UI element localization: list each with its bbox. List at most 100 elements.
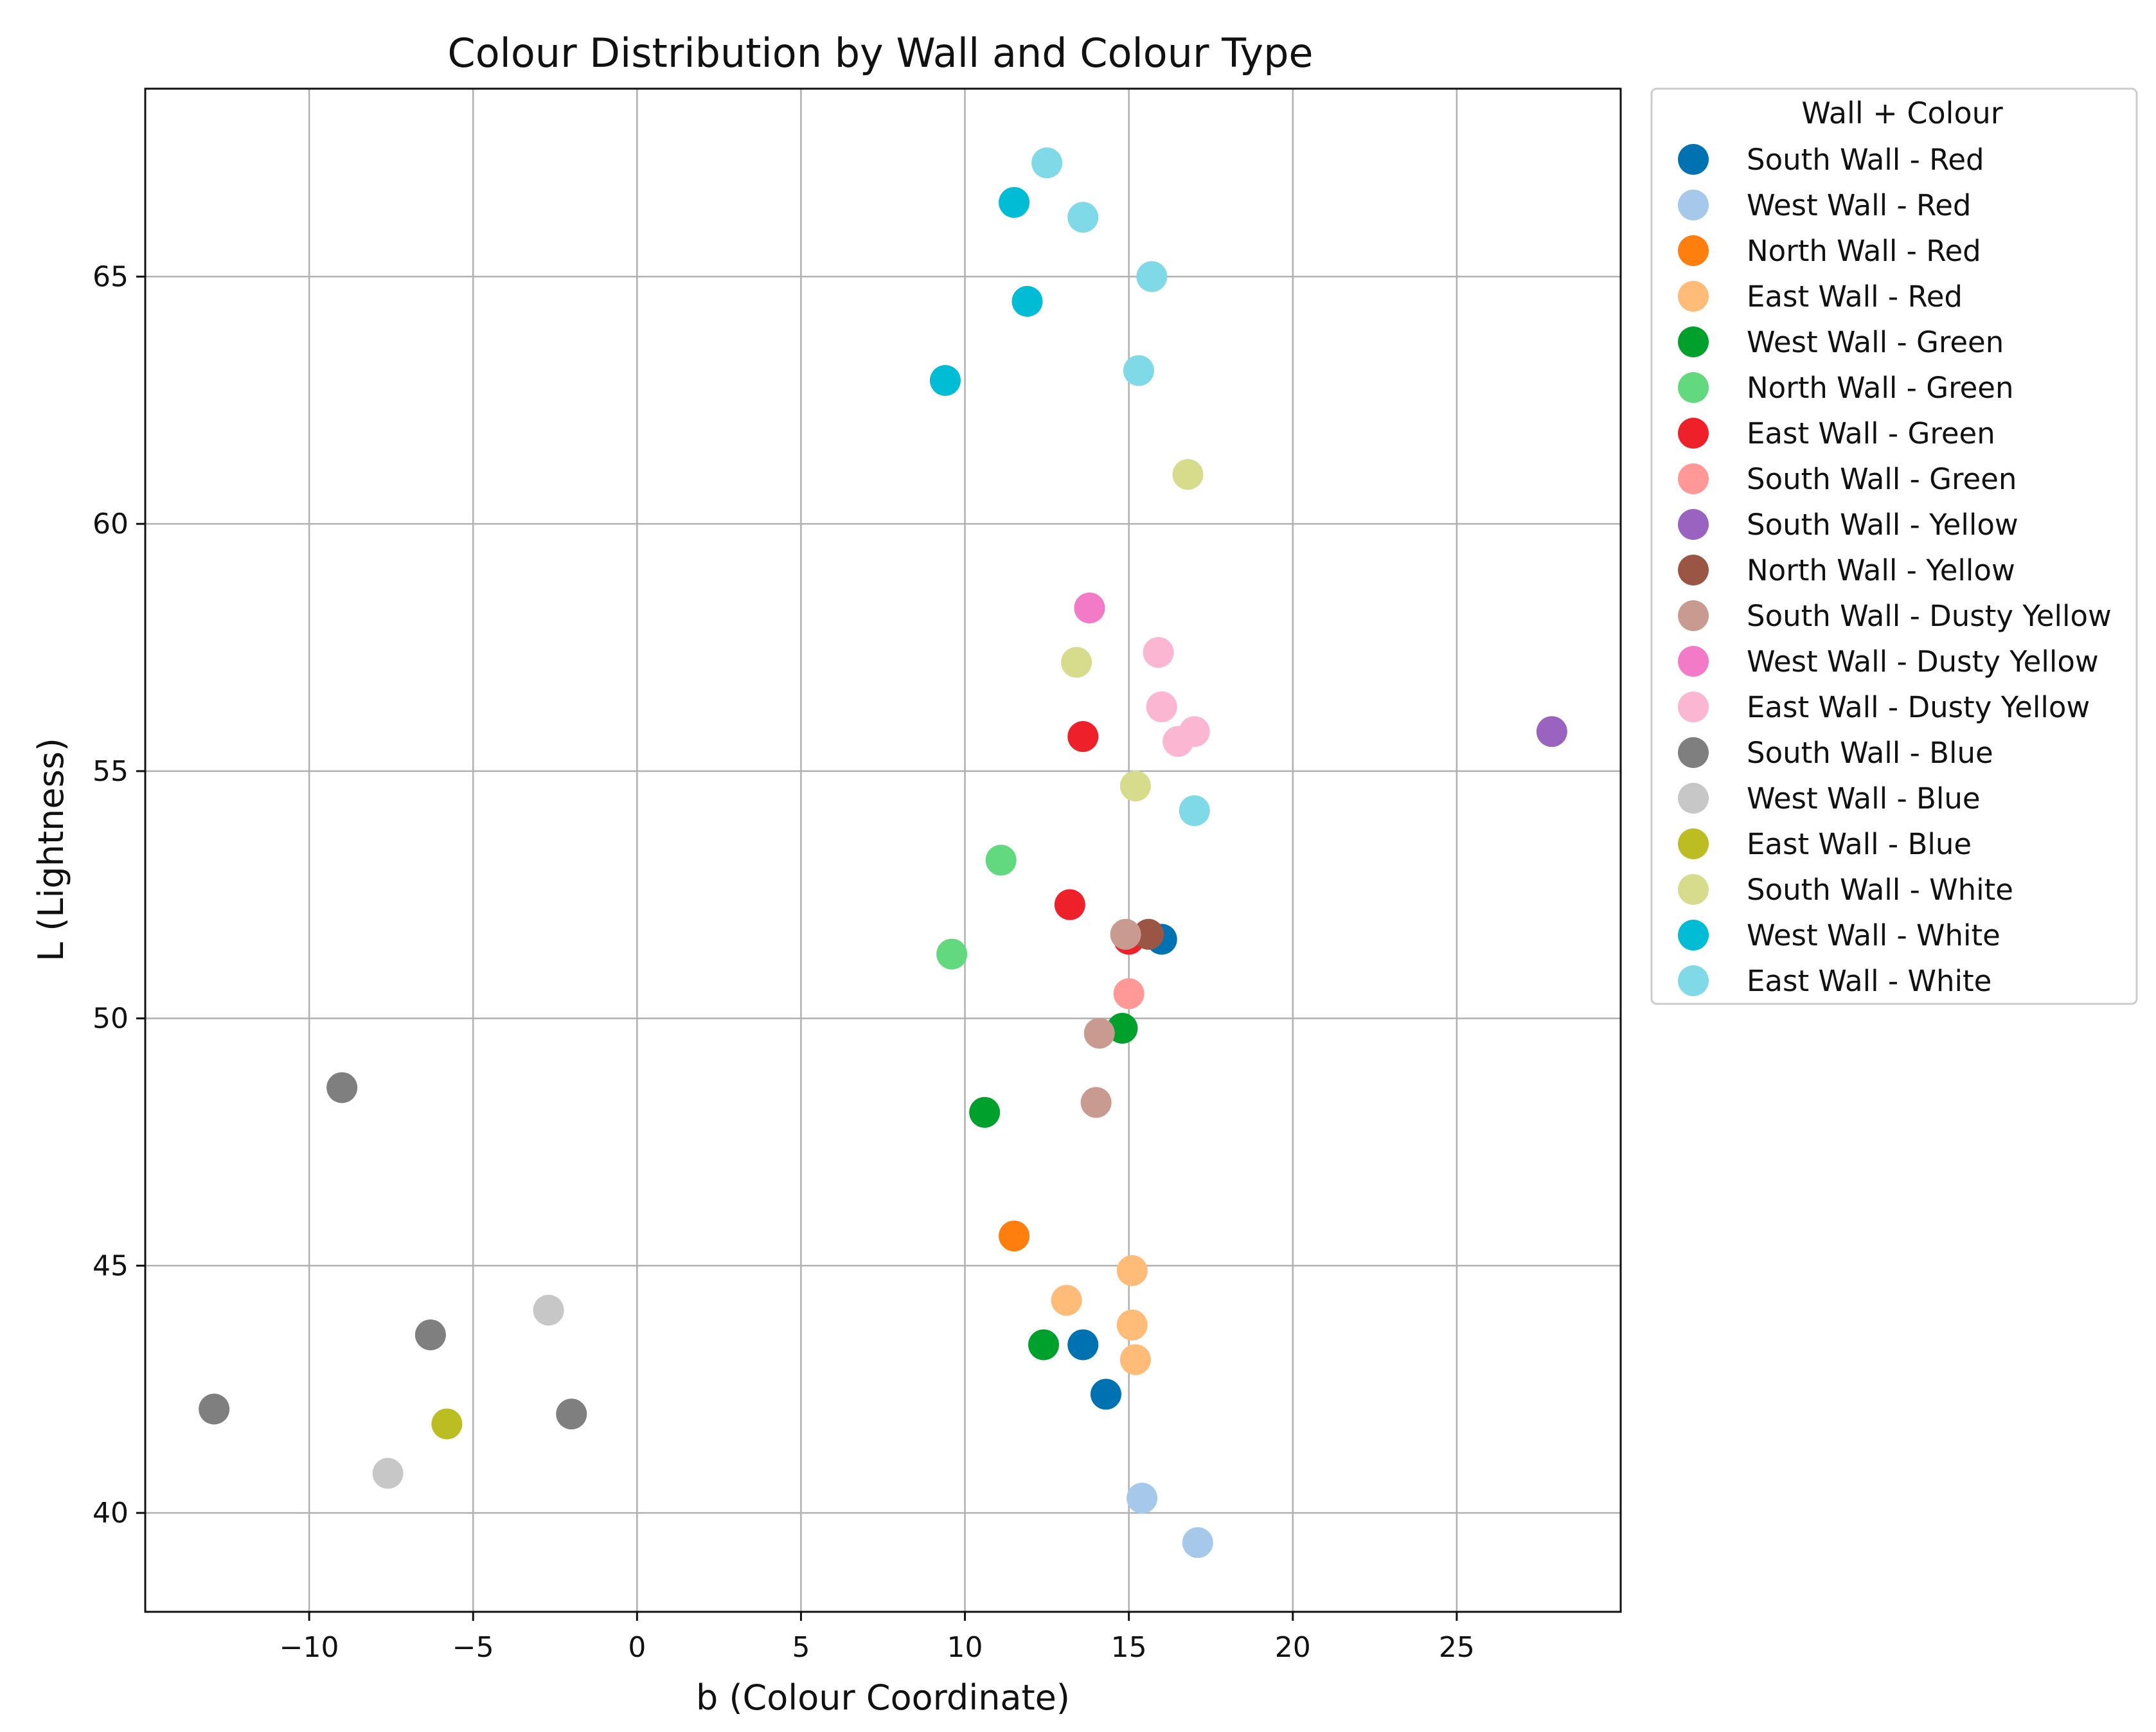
data-point [1116,1309,1148,1341]
legend-marker [1678,281,1709,312]
legend-marker [1678,509,1709,540]
data-point [1136,261,1168,292]
legend-marker [1678,737,1709,768]
data-point [1133,918,1164,950]
legend-label: South Wall - White [1747,873,2013,907]
legend-marker [1678,326,1709,357]
legend: Wall + Colour South Wall - Red West Wall … [1650,87,2138,1005]
legend-marker [1678,965,1709,996]
x-tick-label: 5 [792,1631,810,1664]
legend-label: South Wall - Dusty Yellow [1747,599,2112,633]
data-point [372,1458,404,1489]
data-point [1011,285,1043,317]
data-point [414,1319,446,1351]
data-point [1146,691,1177,722]
data-point [1116,1255,1148,1287]
data-point [1051,1285,1082,1316]
legend-label: East Wall - White [1747,964,1991,998]
data-point [1067,202,1099,233]
data-point [1119,1344,1151,1375]
legend-label: East Wall - Blue [1747,827,1972,861]
legend-marker [1678,144,1709,175]
data-point [1067,1329,1099,1361]
y-tick-label: 65 [93,260,129,293]
data-point [556,1398,587,1430]
y-tick-label: 55 [93,755,129,788]
data-point [1067,721,1099,753]
legend-label: East Wall - Green [1747,416,1995,451]
legend-label: South Wall - Green [1747,462,2017,496]
y-tick-label: 45 [93,1249,129,1282]
data-point [999,1220,1030,1252]
legend-label: South Wall - Blue [1747,736,1993,770]
data-point [1163,726,1194,757]
data-point [999,186,1030,218]
legend-label: East Wall - Red [1747,280,1963,314]
legend-label: South Wall - Yellow [1747,508,2018,542]
legend-marker [1678,372,1709,403]
data-point [1536,716,1567,747]
legend-title: Wall + Colour [1801,96,2002,130]
legend-marker [1678,600,1709,631]
plot-area-frame [144,87,1622,1613]
data-point [969,1096,1001,1128]
x-tick-label: 20 [1275,1631,1311,1664]
legend-marker [1678,920,1709,951]
y-axis-label: L (Lightness) [31,738,71,961]
data-point [1179,795,1210,826]
x-tick-label: 0 [628,1631,646,1664]
legend-entries: South Wall - Red West Wall - Red North Wal… [1678,143,2112,998]
data-point [1090,1379,1121,1410]
data-point [1031,147,1063,179]
legend-label: North Wall - Green [1747,371,2013,405]
axis-ticks: −10 −5 0 5 10 15 20 25 40 45 50 55 60 65 [93,260,1475,1664]
data-point [1113,978,1145,1010]
legend-label: North Wall - Red [1747,234,1981,268]
data-point [1182,1527,1213,1558]
data-point [326,1072,358,1103]
data-point [1028,1329,1060,1361]
data-point [533,1294,564,1326]
data-point [936,938,968,970]
legend-marker [1678,646,1709,677]
data-point [1080,1087,1112,1118]
legend-marker [1678,235,1709,266]
x-tick-label: 10 [947,1631,983,1664]
data-point [1074,592,1105,623]
data-point [1143,637,1174,668]
data-point [985,844,1017,876]
x-tick-label: −5 [452,1631,494,1664]
data-points [199,147,1567,1558]
legend-marker [1678,190,1709,220]
data-point [1172,459,1204,490]
legend-marker [1678,463,1709,494]
legend-marker [1678,828,1709,859]
x-axis-label: b (Colour Coordinate) [696,1677,1070,1718]
legend-marker [1678,783,1709,814]
legend-label: South Wall - Red [1747,143,1984,177]
grid-lines [145,89,1621,1612]
legend-label: West Wall - Blue [1747,781,1981,816]
data-point [199,1393,230,1425]
data-point [929,364,961,396]
x-tick-label: 25 [1439,1631,1475,1664]
data-point [1119,770,1151,801]
data-point [1110,918,1141,950]
y-tick-label: 50 [93,1003,129,1035]
data-point [1127,1483,1158,1514]
data-point [1061,647,1092,678]
chart-title: Colour Distribution by Wall and Colour T… [447,30,1313,76]
data-point [431,1408,463,1440]
y-tick-label: 60 [93,508,129,540]
x-tick-label: −10 [280,1631,339,1664]
legend-marker [1678,555,1709,585]
y-tick-label: 40 [93,1497,129,1530]
legend-marker [1678,874,1709,905]
data-point [1054,889,1085,920]
legend-label: West Wall - Green [1747,325,2004,359]
legend-label: North Wall - Yellow [1747,553,2015,587]
legend-label: West Wall - Dusty Yellow [1747,645,2099,679]
legend-label: East Wall - Dusty Yellow [1747,690,2090,724]
legend-label: West Wall - Red [1747,188,1971,222]
